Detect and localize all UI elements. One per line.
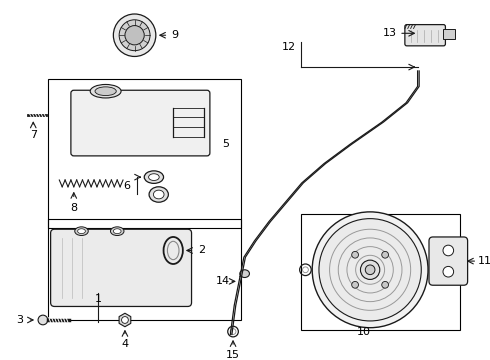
Text: 8: 8 (70, 203, 77, 213)
Ellipse shape (153, 190, 164, 199)
Ellipse shape (144, 171, 164, 183)
Text: 9: 9 (172, 30, 179, 40)
Text: 11: 11 (478, 256, 490, 266)
Circle shape (319, 219, 421, 321)
Circle shape (382, 251, 389, 258)
Text: 10: 10 (356, 327, 370, 337)
Circle shape (382, 282, 389, 288)
Text: 4: 4 (122, 339, 128, 349)
Text: 14: 14 (216, 276, 229, 286)
Ellipse shape (113, 229, 121, 234)
Bar (301, 214, 460, 330)
Ellipse shape (75, 227, 88, 235)
Bar (48, 79, 241, 228)
Text: 1: 1 (95, 294, 101, 304)
Circle shape (443, 266, 454, 277)
Ellipse shape (90, 85, 121, 98)
Polygon shape (119, 313, 131, 327)
Circle shape (312, 212, 428, 328)
Circle shape (38, 315, 48, 325)
Text: 13: 13 (382, 28, 396, 38)
Text: 7: 7 (30, 130, 37, 140)
Circle shape (365, 265, 375, 275)
Text: 6: 6 (123, 181, 130, 191)
Circle shape (119, 20, 150, 51)
Bar (443, 30, 455, 39)
Ellipse shape (110, 227, 124, 235)
Circle shape (125, 26, 144, 45)
Circle shape (443, 245, 454, 256)
Ellipse shape (77, 229, 85, 234)
Circle shape (113, 14, 156, 57)
Ellipse shape (149, 187, 169, 202)
Circle shape (122, 316, 128, 323)
Circle shape (352, 282, 359, 288)
Text: 2: 2 (197, 246, 205, 256)
Ellipse shape (240, 270, 249, 278)
Circle shape (361, 260, 380, 279)
Bar (48, 219, 241, 320)
Text: 15: 15 (226, 350, 240, 360)
Text: 3: 3 (16, 315, 23, 325)
FancyBboxPatch shape (50, 229, 192, 306)
Ellipse shape (95, 87, 116, 95)
Text: 5: 5 (222, 139, 229, 149)
FancyBboxPatch shape (429, 237, 467, 285)
Text: 12: 12 (282, 42, 296, 52)
FancyBboxPatch shape (405, 24, 445, 46)
Circle shape (352, 251, 359, 258)
Ellipse shape (148, 174, 159, 180)
FancyBboxPatch shape (71, 90, 210, 156)
